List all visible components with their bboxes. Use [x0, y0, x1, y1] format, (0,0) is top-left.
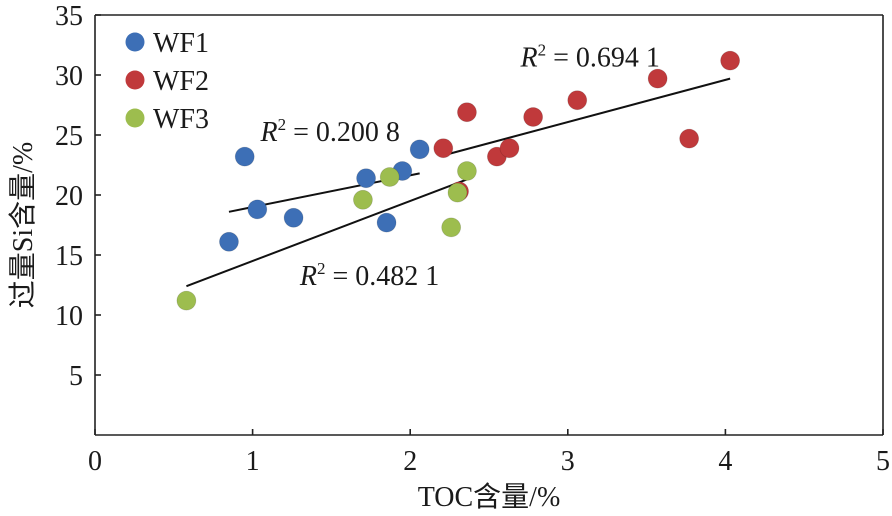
r2-annotations: R2 = 0.200 8 R2 = 0.694 1 R2 = 0.482 1	[259, 41, 659, 292]
wf3-legend-marker	[125, 108, 145, 128]
wf1-point	[247, 199, 268, 220]
wf2-legend-marker	[125, 70, 145, 90]
x-tick-label: 2	[403, 446, 417, 477]
tick-labels: 0 1 2 3 4 5 5 10 15 20 25 30 35	[55, 1, 890, 477]
x-tick-label: 4	[718, 446, 732, 477]
wf1-point	[356, 168, 376, 189]
wf1-legend-label: WF1	[153, 28, 209, 59]
wf1-point	[219, 231, 239, 252]
tick-marks	[94, 14, 884, 435]
wf2-point	[433, 138, 454, 159]
wf2-point	[720, 50, 741, 71]
wf1-point	[234, 146, 255, 167]
wf2-r2-label: R2 = 0.694 1	[520, 41, 660, 74]
wf3-point	[379, 167, 400, 187]
y-tick-label: 15	[55, 241, 83, 272]
wf3-point	[353, 189, 373, 210]
wf1-r2-label: R2 = 0.200 8	[259, 115, 399, 148]
x-axis-title: TOC含量/%	[418, 481, 561, 513]
wf1-point	[409, 139, 430, 160]
y-tick-label: 25	[55, 121, 83, 152]
wf2-legend-label: WF2	[153, 66, 209, 97]
wf1-point	[283, 207, 304, 228]
y-axis-title: 过量Si含量/%	[7, 142, 39, 308]
axes	[94, 14, 884, 436]
wf2-point	[647, 68, 668, 89]
wf3-r2-label: R2 = 0.482 1	[299, 259, 439, 292]
x-tick-label: 0	[88, 446, 102, 477]
wf1-point	[376, 212, 397, 233]
wf2-point	[523, 107, 544, 127]
wf3-trendline	[186, 178, 468, 288]
wf3-point	[176, 290, 197, 311]
x-tick-label: 1	[246, 446, 260, 477]
wf2-trendline	[443, 77, 731, 157]
wf3-legend-label: WF3	[153, 104, 209, 135]
y-tick-label: 20	[55, 181, 83, 212]
data-points	[176, 50, 741, 311]
wf1-legend-marker	[125, 32, 145, 52]
wf3-point	[457, 161, 477, 181]
y-tick-label: 5	[69, 361, 83, 392]
x-tick-label: 5	[876, 446, 890, 477]
wf2-point	[679, 128, 700, 149]
y-tick-label: 30	[55, 61, 83, 92]
wf3-point	[447, 182, 468, 203]
wf3-point	[441, 217, 462, 238]
wf2-point	[457, 102, 477, 123]
legend: WF1 WF2 WF3	[125, 28, 209, 135]
x-tick-label: 3	[561, 446, 575, 477]
wf2-point	[499, 138, 520, 159]
wf2-point	[567, 90, 588, 111]
y-tick-label: 35	[55, 1, 83, 32]
y-tick-label: 10	[55, 301, 83, 332]
